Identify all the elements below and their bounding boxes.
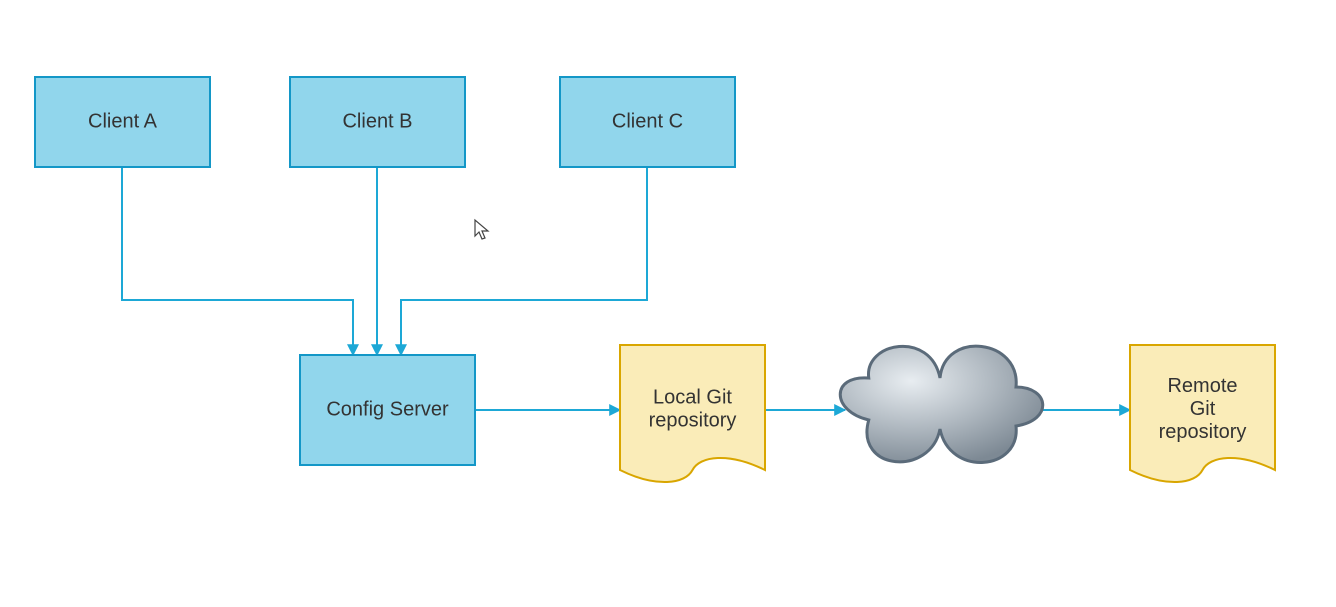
node-clientC: Client C	[560, 77, 735, 167]
cursor-icon	[475, 220, 488, 239]
edge-clientA-configServer	[122, 167, 353, 355]
cloud-icon	[840, 346, 1042, 462]
node-clientA: Client A	[35, 77, 210, 167]
node-cloud	[840, 346, 1042, 462]
node-remoteGit: RemoteGitrepository	[1130, 345, 1275, 482]
node-clientA-label: Client A	[88, 110, 158, 132]
node-clientC-label: Client C	[612, 110, 683, 132]
diagram-canvas: Client A Client B Client C Config Server Loc…	[0, 0, 1336, 607]
node-remoteGit-label-line-2: repository	[1159, 421, 1247, 443]
edge-clientC-configServer	[401, 167, 647, 355]
node-localGit-label-line-0: Local Git	[653, 386, 732, 408]
node-clientB: Client B	[290, 77, 465, 167]
node-remoteGit-label-line-0: Remote	[1167, 375, 1237, 397]
node-configServer-label: Config Server	[326, 398, 449, 420]
node-clientB-label: Client B	[342, 110, 412, 132]
nodes-layer: Client A Client B Client C Config Server Loc…	[35, 77, 1275, 482]
node-localGit: Local Gitrepository	[620, 345, 765, 482]
node-localGit-label-line-1: repository	[649, 409, 737, 431]
node-remoteGit-label-line-1: Git	[1190, 398, 1216, 420]
node-configServer: Config Server	[300, 355, 475, 465]
